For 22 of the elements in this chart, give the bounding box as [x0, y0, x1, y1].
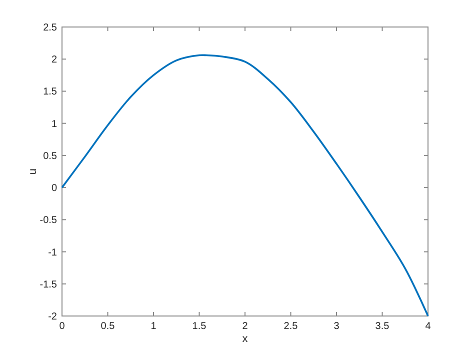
y-tick-label: 2 [51, 54, 58, 66]
y-tick-label: -1.5 [40, 279, 58, 290]
y-tick-label: 0 [51, 183, 58, 194]
x-tick-label: 0.5 [100, 321, 116, 332]
y-tick-label: 1.5 [43, 86, 58, 98]
x-axis-title: x [242, 333, 248, 345]
x-tick-label: 1.5 [192, 321, 207, 332]
x-tick-label: 1 [150, 321, 157, 332]
line-series [61, 54, 429, 317]
x-tick-label: 3 [334, 321, 340, 332]
x-tick-label: 2 [242, 321, 248, 332]
y-tick-label: 0.5 [43, 150, 58, 162]
y-tick-label: 2.5 [43, 22, 58, 34]
y-tick-label: 1 [51, 118, 58, 130]
y-tick-label: -2 [48, 312, 58, 322]
y-axis-title: u [27, 168, 39, 175]
x-tick-label: 3.5 [375, 321, 390, 332]
y-tick-label: -0.5 [40, 215, 58, 226]
y-tick-label: -1 [48, 247, 58, 258]
x-tick-label: 4 [425, 321, 432, 332]
x-tick-label: 2.5 [284, 321, 298, 332]
x-tick-label: 0 [59, 321, 66, 332]
